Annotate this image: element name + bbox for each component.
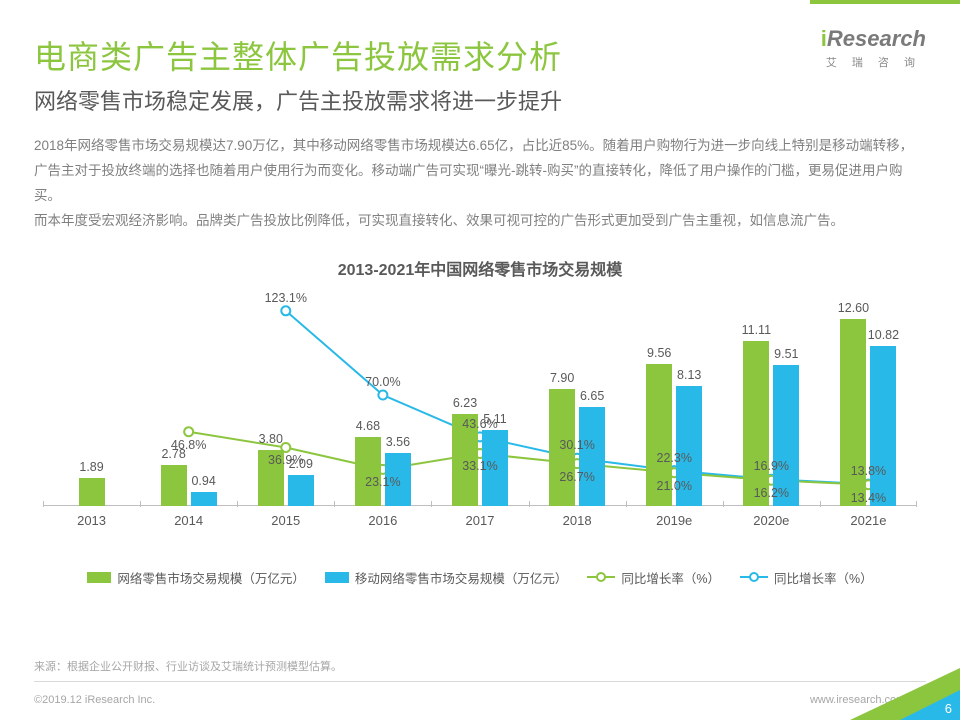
bar-label: 6.23 bbox=[453, 396, 477, 410]
x-label: 2014 bbox=[174, 513, 203, 528]
page-subtitle: 网络零售市场稳定发展，广告主投放需求将进一步提升 bbox=[34, 84, 926, 116]
copyright: ©2019.12 iResearch Inc. bbox=[34, 694, 155, 706]
top-stripe bbox=[810, 0, 960, 4]
bar-label: 1.89 bbox=[79, 460, 103, 474]
logo: iResearch 艾 瑞 咨 询 bbox=[821, 26, 926, 70]
x-label: 2017 bbox=[466, 513, 495, 528]
line-label: 13.8% bbox=[851, 464, 886, 478]
line-label: 36.9% bbox=[268, 453, 303, 467]
bar-label: 0.94 bbox=[191, 474, 215, 488]
x-label: 2013 bbox=[77, 513, 106, 528]
bar-label: 6.65 bbox=[580, 389, 604, 403]
bar-label: 11.11 bbox=[742, 323, 771, 337]
bar-label: 7.90 bbox=[550, 371, 574, 385]
line-label: 30.1% bbox=[559, 438, 594, 452]
bar-series2 bbox=[579, 407, 605, 505]
legend: 网络零售市场交易规模（万亿元） 移动网络零售市场交易规模（万亿元） 同比增长率（%）… bbox=[34, 568, 926, 587]
line-label: 33.1% bbox=[462, 459, 497, 473]
line-label: 46.8% bbox=[171, 438, 206, 452]
bar-label: 12.60 bbox=[838, 301, 869, 315]
divider bbox=[34, 681, 926, 682]
line-label: 22.3% bbox=[656, 451, 691, 465]
page-number: 6 bbox=[945, 701, 952, 716]
body-paragraph: 2018年网络零售市场交易规模达7.90万亿，其中移动网络零售市场规模达6.65… bbox=[34, 134, 926, 234]
slide: iResearch 艾 瑞 咨 询 电商类广告主整体广告投放需求分析 网络零售市… bbox=[0, 0, 960, 720]
plot-area: 20131.8920142.780.9420153.802.0920164.68… bbox=[43, 284, 917, 506]
bar-series1 bbox=[79, 478, 105, 506]
line-label: 21.0% bbox=[656, 479, 691, 493]
line-label: 16.9% bbox=[754, 459, 789, 473]
x-label: 2021e bbox=[850, 513, 886, 528]
line-label: 16.2% bbox=[754, 486, 789, 500]
bar-label: 3.56 bbox=[386, 435, 410, 449]
line-label: 70.0% bbox=[365, 375, 400, 389]
x-label: 2016 bbox=[368, 513, 397, 528]
source-note: 来源：根据企业公开财报、行业访谈及艾瑞统计预测模型估算。 bbox=[34, 658, 342, 674]
logo-brand: iResearch bbox=[821, 26, 926, 52]
bar-series2 bbox=[288, 475, 314, 506]
bar-series1 bbox=[743, 341, 769, 505]
bar-series1 bbox=[161, 465, 187, 506]
bar-series2 bbox=[191, 492, 217, 506]
line-label: 13.4% bbox=[851, 491, 886, 505]
legend-item: 网络零售市场交易规模（万亿元） bbox=[87, 568, 305, 587]
page-title: 电商类广告主整体广告投放需求分析 bbox=[34, 32, 926, 78]
bar-series2 bbox=[870, 346, 896, 506]
bar-label: 9.51 bbox=[774, 347, 798, 361]
line-label: 23.1% bbox=[365, 475, 400, 489]
bar-series1 bbox=[355, 437, 381, 506]
bar-series2 bbox=[773, 365, 799, 506]
line-label: 43.6% bbox=[462, 417, 497, 431]
bar-label: 9.56 bbox=[647, 346, 671, 360]
legend-item: 移动网络零售市场交易规模（万亿元） bbox=[325, 568, 568, 587]
bar-label: 4.68 bbox=[356, 419, 380, 433]
bar-label: 8.13 bbox=[677, 368, 701, 382]
x-label: 2020e bbox=[753, 513, 789, 528]
legend-item: 同比增长率（%） bbox=[740, 568, 873, 587]
chart-title: 2013-2021年中国网络零售市场交易规模 bbox=[34, 256, 926, 280]
legend-item: 同比增长率（%） bbox=[587, 568, 720, 587]
bar-label: 3.80 bbox=[259, 432, 283, 446]
line-label: 123.1% bbox=[265, 291, 307, 305]
x-label: 2015 bbox=[271, 513, 300, 528]
line-label: 26.7% bbox=[559, 470, 594, 484]
bar-label: 10.82 bbox=[868, 328, 899, 342]
x-label: 2018 bbox=[563, 513, 592, 528]
logo-cn: 艾 瑞 咨 询 bbox=[821, 54, 926, 70]
chart: 20131.8920142.780.9420153.802.0920164.68… bbox=[35, 284, 925, 564]
x-label: 2019e bbox=[656, 513, 692, 528]
